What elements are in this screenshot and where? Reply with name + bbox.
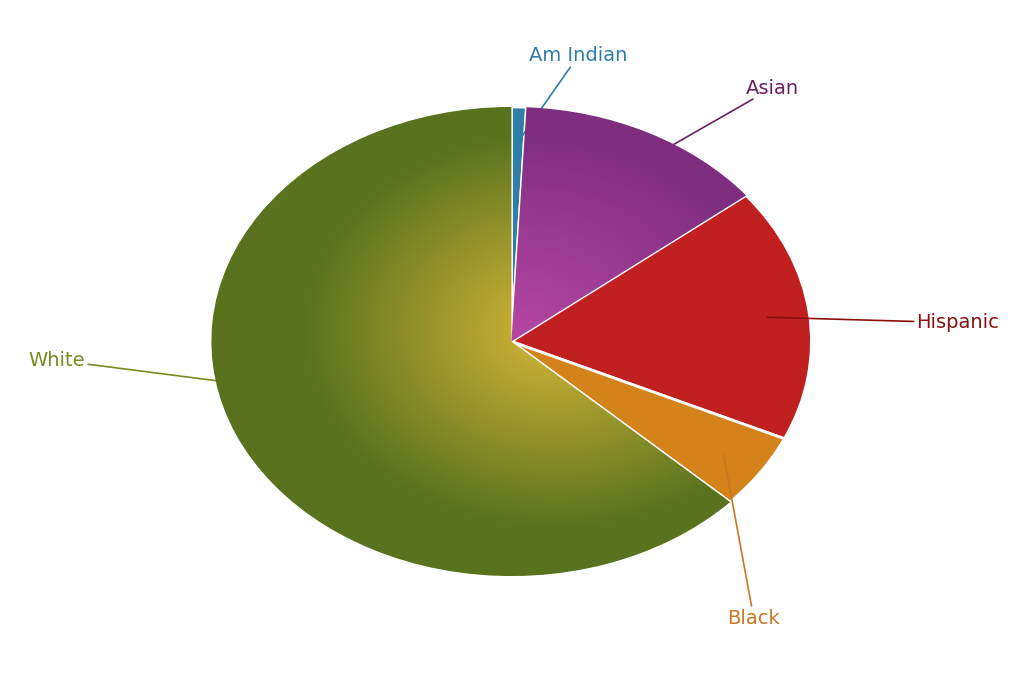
Text: Am Indian: Am Indian	[519, 46, 628, 140]
Text: Black: Black	[724, 456, 780, 628]
Text: Asian: Asian	[624, 79, 799, 173]
Wedge shape	[511, 195, 811, 438]
Text: Hispanic: Hispanic	[767, 313, 999, 332]
Wedge shape	[511, 107, 526, 342]
Text: White: White	[29, 351, 343, 397]
Wedge shape	[211, 107, 730, 576]
Wedge shape	[511, 107, 746, 342]
Wedge shape	[511, 342, 784, 502]
